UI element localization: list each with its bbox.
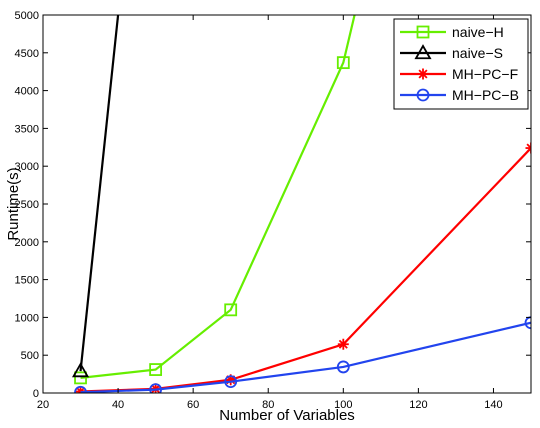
legend-marker (414, 44, 432, 60)
y-tick-label: 500 (21, 350, 39, 362)
x-tick-label: 60 (187, 399, 199, 411)
data-point (525, 142, 531, 154)
series-1 (71, 15, 120, 378)
series-0 (74, 15, 356, 385)
y-axis-label: Runtime(s) (5, 167, 22, 240)
y-tick-label: 3500 (15, 123, 39, 135)
series-line (80, 15, 356, 379)
legend-marker (416, 88, 430, 102)
series-line (80, 147, 531, 393)
data-point (74, 371, 87, 385)
legend-entry: naive−S (400, 44, 503, 61)
x-axis-label: Number of Variables (219, 407, 355, 424)
y-tick-label: 1500 (15, 275, 39, 287)
data-point (71, 362, 90, 378)
legend-entry: MH−PC−B (400, 87, 519, 103)
axis-ticks: 20 40 60 80 100 120 140 0 500 1000 1500 2000 2500 300… (15, 10, 531, 411)
data-point (336, 360, 350, 374)
x-tick-label: 120 (409, 399, 427, 411)
data-point (74, 385, 87, 393)
x-tick-label: 20 (37, 399, 49, 411)
data-point (149, 383, 163, 393)
series-line (79, 15, 120, 372)
legend-entry: MH−PC−F (400, 66, 518, 82)
legend: naive−H naive−S MH−PC−F MH−PC−B (393, 18, 529, 110)
legend-label: MH−PC−B (452, 87, 519, 103)
legend-label: naive−S (452, 45, 503, 61)
x-tick-label: 40 (112, 399, 124, 411)
legend-label: naive−H (452, 24, 504, 40)
y-tick-label: 2000 (15, 237, 39, 249)
series-2 (75, 142, 531, 393)
series-layer (71, 15, 531, 393)
y-tick-label: 2500 (15, 199, 39, 211)
legend-label: MH−PC−F (452, 66, 518, 82)
data-point (336, 56, 350, 70)
data-point (337, 338, 349, 350)
data-point (224, 303, 238, 317)
data-point (224, 375, 238, 389)
y-tick-label: 1000 (15, 312, 39, 324)
y-tick-label: 3000 (15, 161, 39, 173)
y-tick-label: 5000 (15, 10, 39, 22)
y-tick-label: 0 (33, 388, 39, 400)
data-point (149, 363, 163, 376)
series-line (80, 321, 531, 393)
legend-marker (417, 68, 429, 80)
legend-marker (416, 25, 430, 39)
series-3 (74, 316, 531, 393)
legend-entry: naive−H (400, 24, 504, 40)
x-tick-label: 140 (484, 399, 502, 411)
x-tick-label: 100 (334, 399, 352, 411)
y-tick-label: 4000 (15, 86, 39, 98)
data-point (524, 316, 531, 330)
x-tick-label: 80 (262, 399, 274, 411)
y-tick-label: 4500 (15, 48, 39, 60)
